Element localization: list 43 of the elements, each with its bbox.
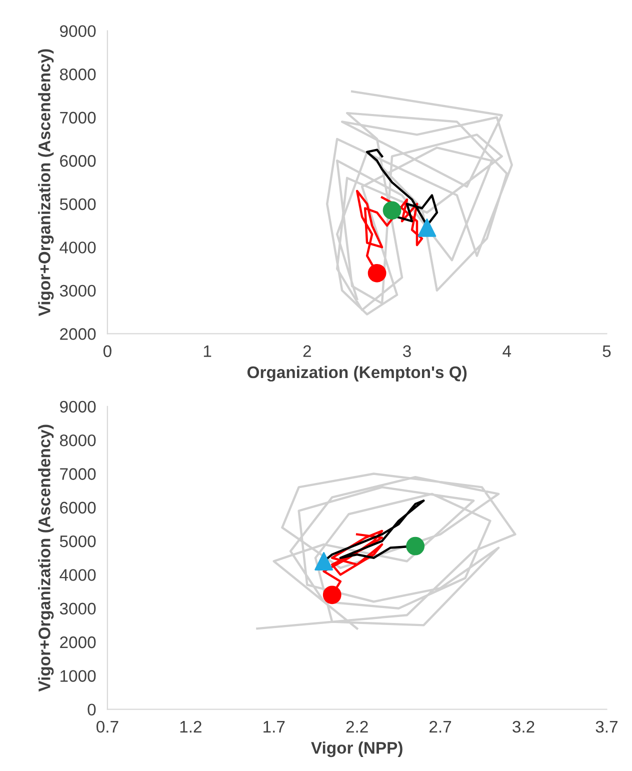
x-tick-label: 3.7 bbox=[596, 720, 618, 733]
y-tick-label: 8000 bbox=[60, 68, 96, 80]
x-tick-label: 3.2 bbox=[512, 720, 534, 733]
y-tick-label: 2000 bbox=[60, 328, 96, 340]
y-tick-label: 4000 bbox=[60, 242, 96, 254]
line-series bbox=[256, 472, 516, 630]
x-tick-label: 2.7 bbox=[430, 720, 452, 733]
point bbox=[314, 552, 333, 570]
y-tick-label: 6000 bbox=[60, 502, 96, 514]
x-tick-label: 5 bbox=[602, 345, 611, 358]
y-tick-label: 5000 bbox=[60, 198, 96, 210]
y-tick-label: 3000 bbox=[60, 284, 96, 297]
x-tick-label: 2.2 bbox=[346, 720, 368, 733]
x-tick-label: 0 bbox=[103, 345, 112, 358]
y-tick-label: 5000 bbox=[60, 535, 96, 548]
y-axis-title: Vigor+Organization (Ascendency) bbox=[38, 49, 54, 316]
y-axis-title: Vigor+Organization (Ascendency) bbox=[38, 424, 54, 692]
point bbox=[368, 264, 386, 282]
y-tick-label: 9000 bbox=[60, 25, 96, 38]
y-tick-label: 8000 bbox=[60, 434, 96, 446]
y-tick-label: 3000 bbox=[60, 602, 96, 615]
point bbox=[406, 536, 425, 556]
x-tick-label: 4 bbox=[502, 345, 512, 357]
y-tick-label: 9000 bbox=[60, 400, 96, 413]
x-tick-label: 1.7 bbox=[264, 721, 285, 733]
x-tick-label: 3 bbox=[403, 345, 411, 358]
x-axis-title: Vigor (NPP) bbox=[311, 742, 402, 758]
x-tick-label: 0.7 bbox=[96, 720, 118, 733]
x-axis-title: Organization (Kempton's Q) bbox=[247, 366, 467, 382]
x-tick-label: 1 bbox=[204, 345, 212, 357]
y-tick-label: 0 bbox=[88, 704, 96, 716]
y-tick-label: 6000 bbox=[60, 155, 96, 167]
x-tick-label: 1.2 bbox=[180, 720, 202, 733]
y-tick-label: 2000 bbox=[60, 636, 96, 648]
point bbox=[382, 201, 402, 220]
y-tick-label: 7000 bbox=[60, 112, 96, 124]
x-tick-label: 2 bbox=[303, 345, 311, 357]
line-series bbox=[326, 90, 513, 316]
point bbox=[322, 586, 342, 604]
point bbox=[418, 218, 436, 237]
y-tick-label: 7000 bbox=[60, 468, 96, 480]
y-tick-label: 4000 bbox=[60, 569, 96, 581]
y-tick-label: 1000 bbox=[60, 670, 96, 682]
